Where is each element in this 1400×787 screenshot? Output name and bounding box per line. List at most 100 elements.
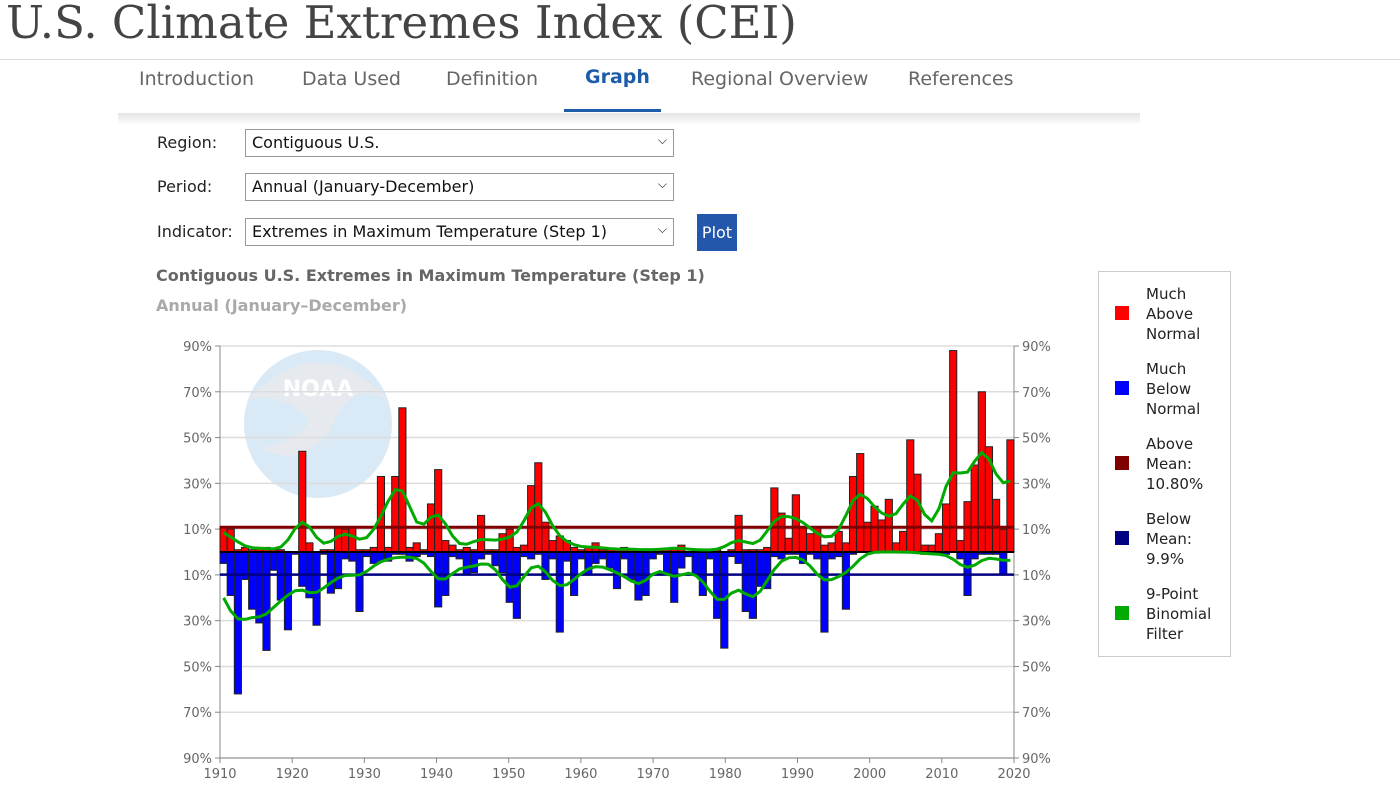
y-tick-label: 90% [183,340,212,355]
period-select[interactable]: Annual (January-December) ⌵ [245,173,674,201]
x-tick-label: 2020 [997,767,1030,782]
x-tick-label: 1910 [203,767,236,782]
bar-much-below [820,551,829,633]
y-tick-label: 70% [183,706,212,721]
bar-much-above [848,475,858,553]
bar-much-above [841,542,850,553]
divider [0,59,1400,60]
chevron-down-icon: ⌵ [657,133,667,147]
y-tick-label: 10% [183,523,212,538]
y-tick-label-right: 90% [1022,752,1051,767]
bar-much-below [841,551,850,610]
bar-much-above [806,533,815,553]
bar-much-below [598,551,607,560]
bar-much-above [226,528,235,553]
y-tick-label: 30% [183,477,212,492]
bar-much-above [899,530,908,553]
bar-much-below [462,551,471,576]
bar-much-above [398,407,407,553]
region-select[interactable]: Contiguous U.S. ⌵ [245,129,674,157]
y-tick-label: 10% [183,569,212,584]
bar-much-below [233,551,242,695]
bar-much-below [648,551,657,560]
bar-much-below [591,551,600,564]
bar-much-below [262,551,271,651]
x-tick-label: 1950 [492,767,525,782]
tab-references[interactable]: References [908,68,1014,90]
tab-data-used[interactable]: Data Used [302,68,401,90]
tab-graph[interactable]: Graph [585,66,650,88]
legend-swatch [1115,456,1129,470]
bar-much-above [834,530,843,553]
bar-much-above [913,473,922,553]
bar-much-below [355,551,364,613]
y-tick-label: 50% [183,432,212,447]
indicator-label: Indicator: [157,222,233,241]
bar-much-above [877,519,886,553]
x-tick-label: 1970 [637,767,670,782]
bar-much-below [248,551,257,610]
active-tab-indicator [564,109,661,112]
bar-much-above [856,453,865,553]
y-tick-label-right: 30% [1022,477,1051,492]
bar-much-below [734,551,743,564]
plot-button[interactable]: Plot [697,214,737,251]
legend-swatch [1115,531,1129,545]
bar-much-below [705,551,715,560]
x-tick-label: 1980 [709,767,742,782]
bar-much-above [219,526,228,553]
bar-much-above [949,350,958,553]
region-label: Region: [157,133,218,152]
bar-much-below [219,551,228,564]
bar-much-below [469,551,479,574]
y-tick-label-right: 50% [1022,432,1051,447]
tab-definition[interactable]: Definition [446,68,539,90]
bar-much-above [505,528,514,553]
tab-regional-overview[interactable]: Regional Overview [691,68,869,90]
y-tick-label-right: 30% [1022,615,1051,630]
bar-much-below [577,551,586,560]
chart-subtitle: Annual (January–December) [156,296,408,315]
chevron-down-icon: ⌵ [657,222,667,236]
bar-much-above [348,526,357,553]
bar-much-above [305,542,314,553]
bar-much-below [777,551,786,560]
bar-much-above [498,533,507,553]
bar-much-above [992,498,1001,553]
chart: NOAA 90% 90% 70% 70% 50% 50% 30% 30% 10% 10% 10% 10%… [183,340,1051,782]
tab-introduction[interactable]: Introduction [139,68,255,90]
bar-much-below [283,551,293,631]
bar-much-below [498,551,507,574]
bar-much-below [341,551,350,560]
y-tick-label-right: 70% [1022,706,1051,721]
bar-much-above [870,505,879,553]
bar-much-below [333,551,343,590]
y-tick-label-right: 10% [1022,569,1051,584]
bar-much-above [448,544,457,553]
y-tick-label-right: 50% [1022,660,1051,675]
indicator-select[interactable]: Extremes in Maximum Temperature (Step 1)… [245,218,674,246]
y-tick-label-right: 10% [1022,523,1051,538]
bar-much-above [1006,439,1015,553]
bar-much-above [548,540,557,553]
bar-much-above [519,544,529,553]
x-tick-label: 1960 [564,767,597,782]
bar-much-above [477,514,486,553]
y-tick-label: 50% [183,660,212,675]
bar-much-below [956,551,965,560]
period-label: Period: [157,177,213,196]
bar-much-above [412,542,421,553]
bar-much-above [927,544,936,553]
chevron-down-icon: ⌵ [657,177,667,191]
bar-much-below [827,551,836,560]
tab-bar: Introduction Data Used Definition Graph … [118,60,1140,113]
x-tick-label: 1920 [276,767,309,782]
bar-much-below [620,551,629,560]
bar-much-below [455,551,464,560]
bar-much-below [312,551,321,626]
bar-much-below [813,551,822,560]
legend: Much Above Normal Much Below Normal Abov… [1098,271,1231,657]
legend-swatch [1115,606,1129,620]
chart-title: Contiguous U.S. Extremes in Maximum Temp… [156,266,705,285]
bar-much-above [827,542,836,553]
